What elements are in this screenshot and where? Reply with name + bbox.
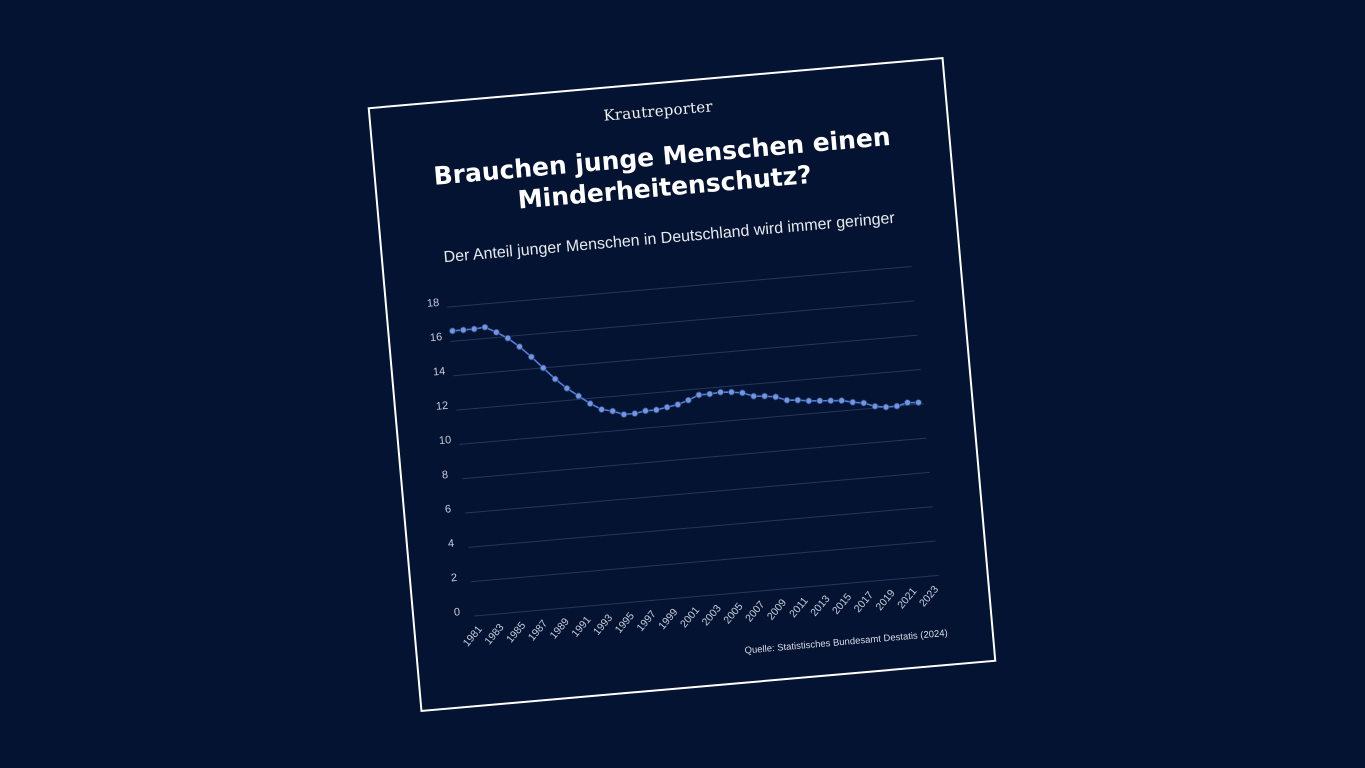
- x-tick-label: 2019: [873, 587, 897, 613]
- x-tick-label: 2017: [851, 589, 875, 615]
- x-tick-label: 2015: [830, 591, 854, 617]
- data-point: [816, 396, 823, 404]
- gridline: [465, 471, 930, 514]
- data-point: [738, 388, 746, 396]
- x-tick-label: 2021: [895, 585, 919, 611]
- data-point: [903, 398, 911, 406]
- data-point: [914, 398, 922, 406]
- data-point: [695, 391, 703, 398]
- gridline: [453, 334, 918, 376]
- data-point: [794, 396, 801, 404]
- x-tick-label: 2005: [721, 600, 745, 626]
- data-point: [492, 328, 500, 336]
- gridline: [462, 437, 927, 479]
- gridline: [459, 402, 924, 445]
- x-tick-label: 2023: [917, 583, 941, 609]
- data-point: [882, 403, 890, 410]
- x-tick-label: 1995: [613, 610, 637, 636]
- x-tick-label: 1981: [460, 623, 484, 649]
- x-tick-label: 1987: [526, 617, 550, 643]
- data-point: [706, 390, 713, 397]
- x-tick-label: 1993: [591, 612, 615, 638]
- y-tick-label: 2: [450, 571, 457, 583]
- y-tick-label: 6: [444, 503, 451, 515]
- y-tick-label: 18: [426, 296, 439, 309]
- data-point: [574, 392, 582, 399]
- data-point: [716, 388, 724, 396]
- y-tick-label: 16: [429, 331, 442, 344]
- gridline: [468, 505, 933, 548]
- data-point: [481, 323, 489, 331]
- data-point: [871, 402, 879, 410]
- data-point: [684, 396, 692, 404]
- x-tick-label: 1985: [504, 619, 528, 645]
- data-point: [663, 403, 671, 411]
- data-point: [470, 325, 478, 332]
- data-point: [459, 326, 467, 333]
- y-tick-label: 8: [441, 468, 448, 480]
- data-point: [761, 392, 768, 399]
- data-point: [586, 399, 594, 407]
- data-point: [652, 405, 660, 413]
- data-line: [452, 325, 919, 415]
- x-tick-label: 1991: [569, 613, 593, 639]
- x-tick-label: 2013: [808, 592, 832, 618]
- y-tick-label: 4: [447, 537, 454, 549]
- y-tick-label: 0: [453, 606, 460, 618]
- y-tick-label: 10: [438, 434, 451, 447]
- x-tick-label: 1999: [656, 606, 680, 632]
- x-tick-label: 2001: [678, 604, 702, 630]
- x-tick-label: 1989: [547, 615, 571, 641]
- chart-card: Krautreporter Brauchen junge Menschen ei…: [367, 56, 997, 712]
- data-point: [504, 334, 511, 342]
- data-point: [849, 398, 856, 406]
- x-tick-label: 2011: [787, 594, 811, 619]
- x-tick-label: 1983: [482, 621, 506, 647]
- y-tick-label: 12: [435, 399, 448, 412]
- data-point: [631, 409, 638, 417]
- data-point: [838, 396, 845, 404]
- line-chart: 0246810121416181981198319851987198919911…: [426, 265, 941, 649]
- data-point: [597, 405, 605, 413]
- data-point: [609, 407, 616, 415]
- gridline: [471, 540, 936, 582]
- gridline: [450, 299, 915, 342]
- data-point: [448, 327, 456, 334]
- data-point: [620, 410, 628, 418]
- gridline: [447, 265, 912, 308]
- data-point: [727, 388, 735, 395]
- x-tick-label: 2003: [699, 602, 723, 628]
- data-point: [750, 392, 757, 400]
- x-tick-label: 2009: [765, 596, 789, 622]
- data-point: [674, 400, 681, 408]
- data-point: [783, 396, 791, 404]
- data-point: [827, 396, 834, 404]
- data-point: [860, 399, 867, 406]
- data-point: [641, 406, 649, 414]
- data-point: [805, 396, 813, 404]
- x-tick-label: 2007: [743, 598, 767, 624]
- data-point: [893, 402, 901, 410]
- y-tick-label: 14: [432, 365, 445, 378]
- x-tick-label: 1997: [634, 608, 658, 634]
- data-point: [772, 392, 779, 400]
